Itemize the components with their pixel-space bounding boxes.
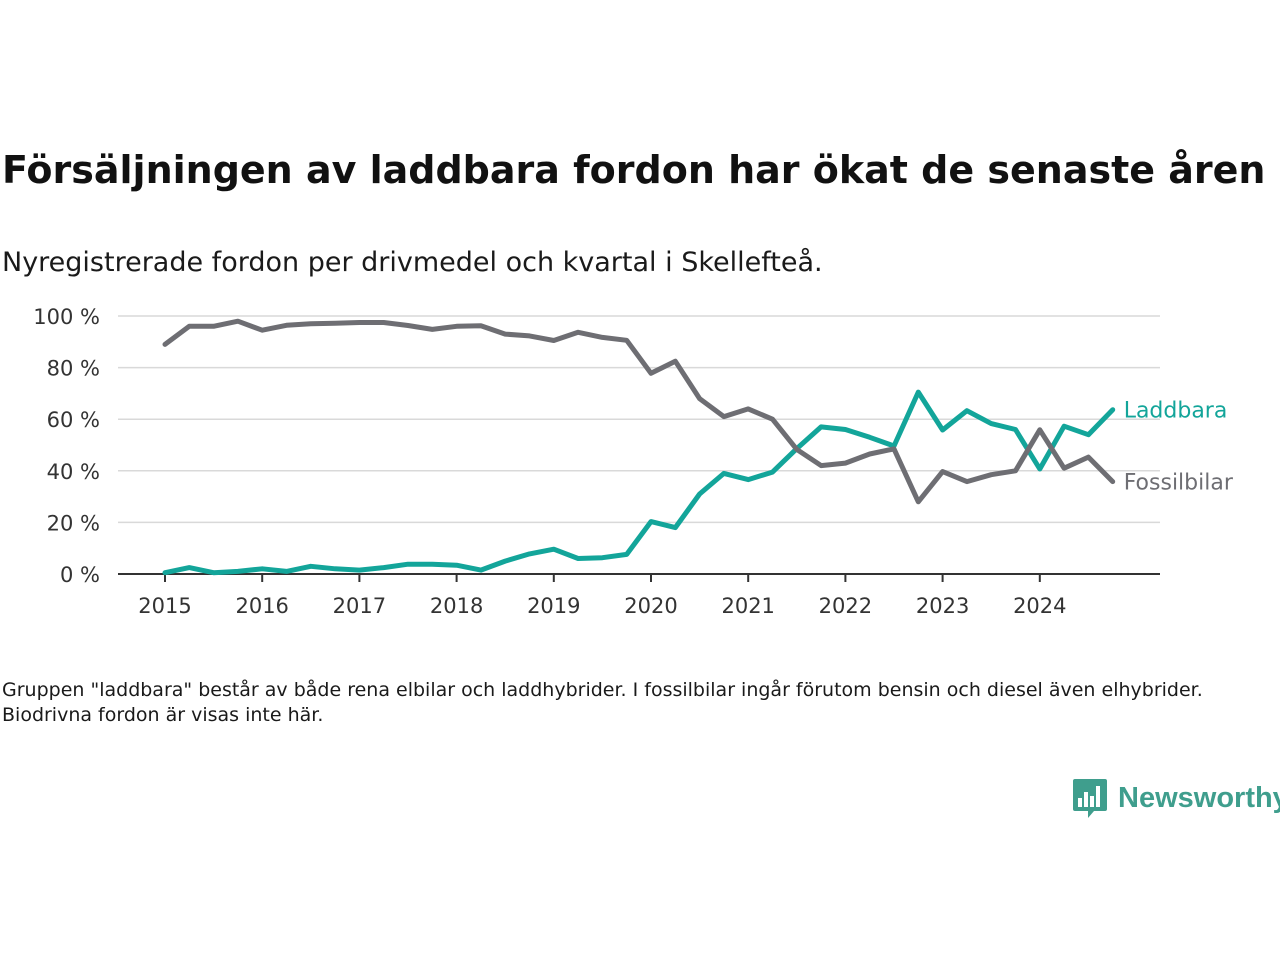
chart-subtitle: Nyregistrerade fordon per drivmedel och … bbox=[2, 247, 823, 278]
y-tick-label-80: 80 % bbox=[47, 357, 100, 381]
y-tick-label-20: 20 % bbox=[47, 511, 100, 535]
footnote: Gruppen "laddbara" består av både rena e… bbox=[2, 679, 1203, 726]
y-axis-tick-labels: 0 % 20 % 40 % 60 % 80 % 100 % bbox=[33, 305, 100, 587]
x-tick-label-2023: 2023 bbox=[916, 594, 969, 618]
y-tick-label-100: 100 % bbox=[33, 305, 100, 329]
series-line-fossilbilar bbox=[162, 318, 1116, 505]
series-lines bbox=[162, 318, 1116, 576]
x-axis-tick-labels: 2015 2016 2017 2018 2019 2020 2021 2022 2023 2024 bbox=[138, 574, 1067, 618]
y-tick-label-60: 60 % bbox=[47, 408, 100, 432]
brand-name: Newsworthy bbox=[1118, 781, 1280, 814]
newsworthy-logo-icon bbox=[1073, 779, 1107, 818]
x-tick-label-2021: 2021 bbox=[721, 594, 774, 618]
chart-title: Försäljningen av laddbara fordon har öka… bbox=[2, 148, 1266, 192]
grid-lines bbox=[118, 315, 1160, 575]
series-labels: Laddbara Fossilbilar bbox=[1124, 399, 1234, 496]
line-chart: 0 %20 %40 %60 %80 %100 % 2015 2016 2017 201… bbox=[33, 305, 1234, 618]
series-label-laddbara: Laddbara bbox=[1124, 399, 1228, 424]
brand-logo: Newsworthy bbox=[1072, 776, 1280, 820]
x-tick-label-2024: 2024 bbox=[1013, 594, 1066, 618]
x-tick-label-2019: 2019 bbox=[527, 594, 580, 618]
x-tick-label-2016: 2016 bbox=[235, 594, 288, 618]
x-tick-label-2018: 2018 bbox=[430, 594, 483, 618]
series-line-laddbara bbox=[162, 389, 1116, 576]
x-tick-label-2017: 2017 bbox=[333, 594, 386, 618]
x-tick-label-2015: 2015 bbox=[138, 594, 191, 618]
x-tick-label-2022: 2022 bbox=[819, 594, 872, 618]
series-label-fossilbilar: Fossilbilar bbox=[1124, 471, 1234, 496]
x-tick-label-2020: 2020 bbox=[624, 594, 677, 618]
y-tick-label-40: 40 % bbox=[47, 460, 100, 484]
y-tick-label-0: 0 % bbox=[60, 563, 100, 587]
